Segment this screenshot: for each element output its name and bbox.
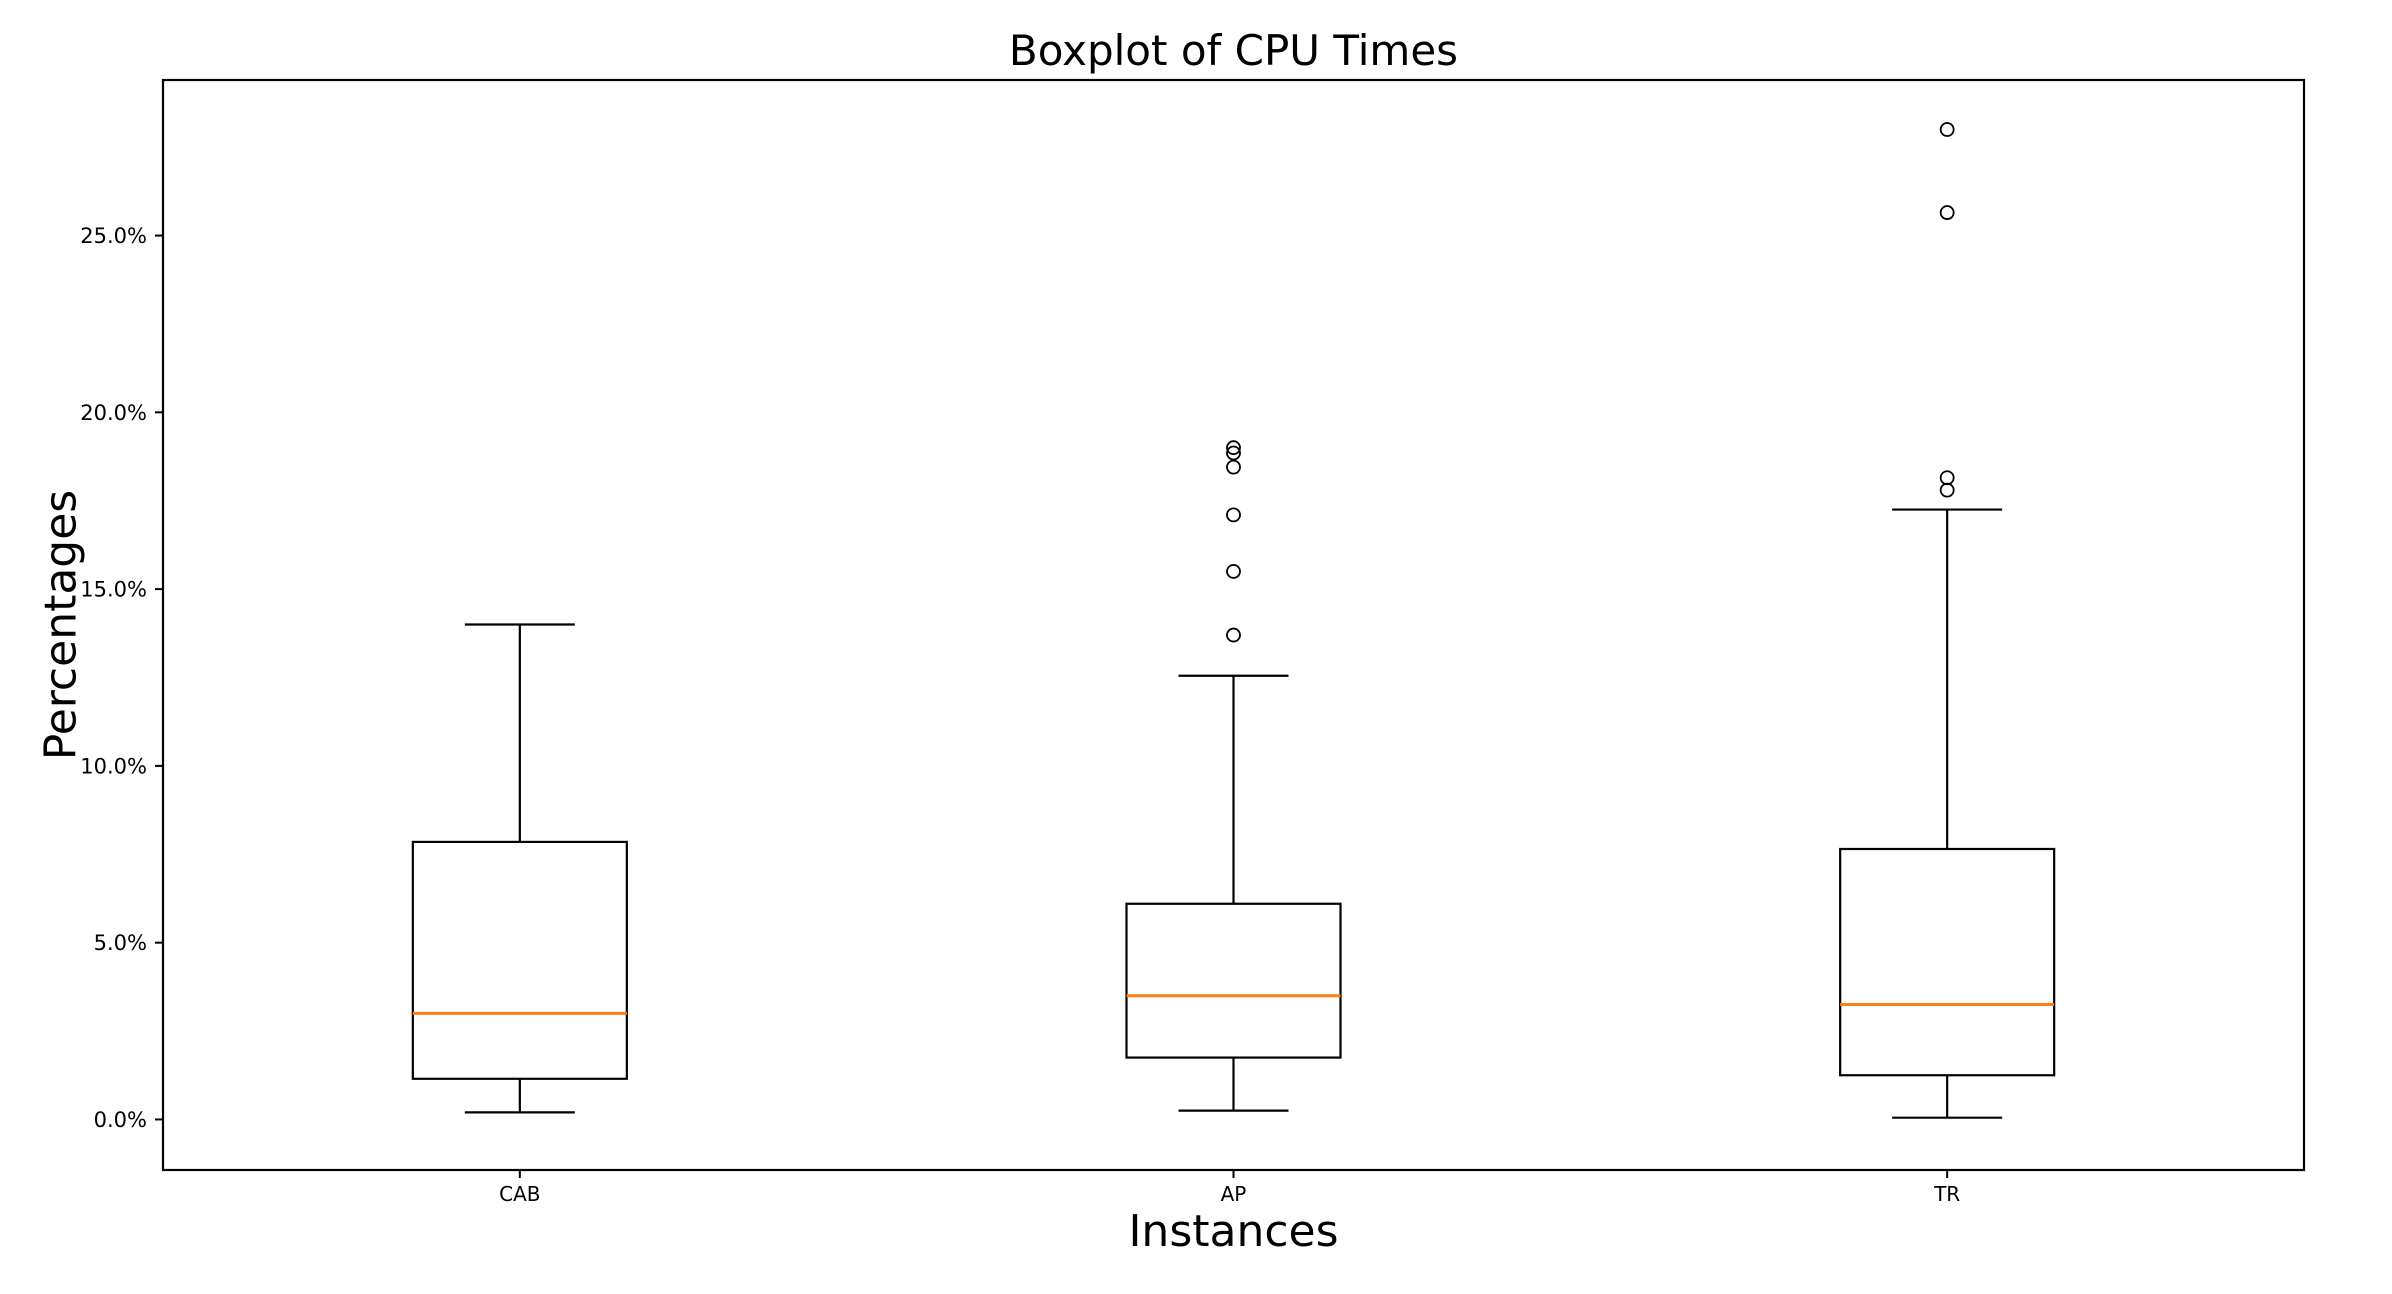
y-tick-label: 0.0% — [94, 1108, 147, 1132]
boxplot-cab — [411, 623, 628, 1114]
outlier-point — [1226, 627, 1241, 643]
outlier-point — [1226, 507, 1241, 523]
y-tick-label: 5.0% — [94, 931, 147, 955]
outlier-point — [1226, 445, 1241, 461]
outlier-point — [1226, 440, 1241, 456]
iqr-box — [411, 840, 628, 1080]
chart-title: Boxplot of CPU Times — [1008, 26, 1459, 75]
y-axis-ticks: 0.0% 5.0% 10.0% 15.0% 20.0% 25.0% — [80, 224, 163, 1132]
y-tick-label: 25.0% — [80, 224, 147, 248]
outlier-point — [1226, 564, 1241, 579]
x-axis-label: Instances — [1128, 1206, 1339, 1257]
y-tick-label: 15.0% — [80, 578, 147, 602]
outlier-point — [1939, 205, 1955, 220]
x-tick-label: AP — [1221, 1182, 1247, 1206]
iqr-box — [1125, 902, 1342, 1059]
y-tick-label: 10.0% — [80, 754, 147, 778]
outlier-point — [1939, 470, 1955, 486]
x-tick-label: CAB — [499, 1182, 540, 1206]
x-tick-label: TR — [1933, 1182, 1960, 1206]
x-axis-ticks: CAB AP TR — [499, 1170, 1960, 1206]
iqr-box — [1839, 847, 2056, 1077]
outlier-point — [1939, 122, 1955, 137]
outlier-point — [1939, 482, 1955, 498]
outlier-point — [1226, 459, 1241, 475]
boxplot-ap — [1125, 440, 1342, 1112]
boxplot-tr — [1839, 122, 2056, 1119]
y-tick-label: 20.0% — [80, 401, 147, 425]
